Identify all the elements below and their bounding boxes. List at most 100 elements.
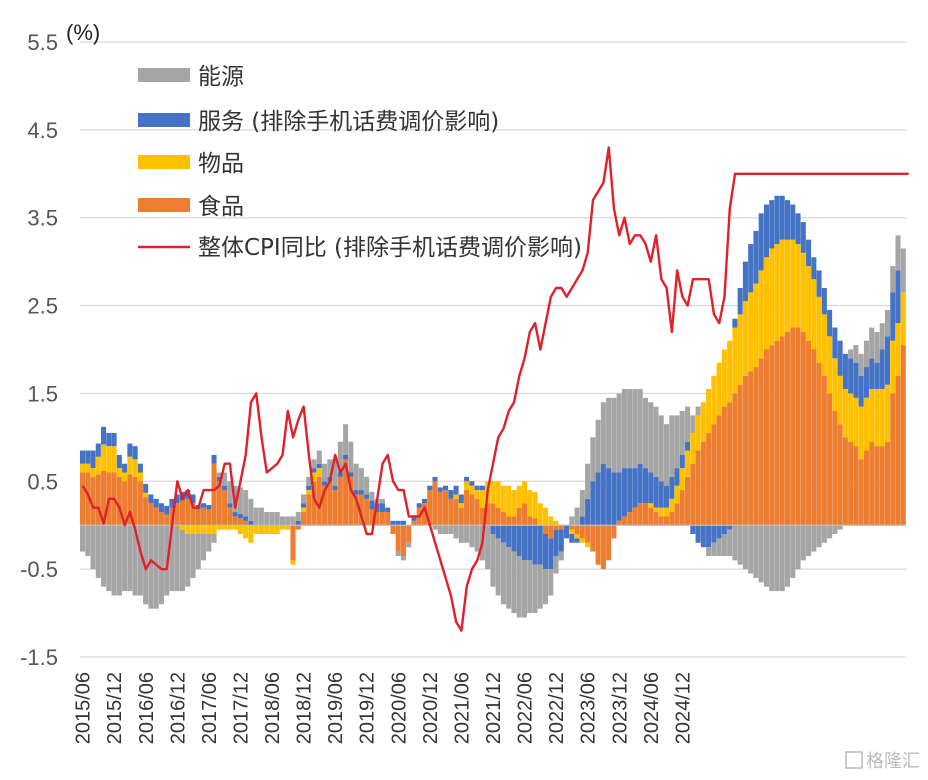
bar-energy [811, 525, 817, 552]
bar-food [369, 509, 375, 526]
bar-services [127, 443, 133, 457]
bar-goods [101, 444, 107, 471]
bar-energy [179, 529, 186, 592]
bar-services [748, 244, 754, 293]
bar-food [848, 441, 854, 526]
x-tick-label: 2023/12 [609, 672, 631, 744]
y-tick-label: -0.5 [20, 557, 58, 582]
bar-services [742, 261, 748, 302]
bar-services [832, 327, 838, 359]
bar-services [863, 367, 869, 398]
bar-services [348, 472, 354, 477]
bar-energy [579, 490, 585, 517]
bar-goods [116, 468, 122, 477]
bar-energy [80, 525, 86, 552]
bar-services [448, 490, 454, 499]
bar-energy [695, 406, 701, 416]
bar-energy [874, 331, 880, 363]
bar-energy [816, 525, 822, 548]
bar-energy [727, 529, 733, 556]
bar-goods [890, 340, 896, 394]
bar-services [421, 498, 428, 504]
x-tick-label: 2022/06 [515, 672, 537, 744]
bar-goods [863, 397, 869, 451]
bar-food [590, 525, 596, 552]
bar-goods [706, 389, 712, 433]
bar-energy [658, 415, 664, 482]
bar-goods [821, 314, 827, 376]
bar-energy [132, 525, 138, 596]
bar-energy [863, 340, 869, 368]
bar-energy [616, 393, 622, 473]
bar-goods [479, 490, 485, 508]
y-tick-label: 0.5 [27, 469, 58, 494]
bar-goods [711, 375, 717, 425]
bar-services [564, 525, 570, 539]
bar-energy [406, 542, 412, 548]
bar-energy [632, 389, 638, 469]
bar-services [774, 195, 780, 245]
bar-services [458, 494, 464, 504]
bar-energy [769, 525, 775, 592]
bar-food [227, 507, 233, 526]
bar-food [132, 476, 138, 526]
bar-energy [174, 525, 180, 592]
bar-goods [469, 485, 475, 495]
legend-swatch-energy [138, 68, 190, 82]
bar-energy [674, 415, 680, 469]
x-tick-label: 2024/06 [641, 672, 663, 744]
bar-goods [122, 472, 128, 482]
bar-services [306, 485, 312, 491]
bar-services [869, 358, 875, 390]
bar-goods [227, 525, 233, 530]
bar-food [406, 525, 412, 543]
bar-food [295, 525, 301, 530]
bar-energy [574, 507, 580, 526]
bar-goods [569, 529, 575, 534]
bar-energy [848, 349, 854, 359]
bar-food [243, 520, 249, 526]
bar-energy [306, 476, 312, 486]
bar-services [532, 525, 538, 565]
bar-goods [521, 481, 527, 504]
bar-food [574, 525, 580, 534]
bar-energy [469, 525, 475, 548]
bar-services [806, 239, 812, 267]
bar-services [416, 503, 422, 508]
bar-food [874, 446, 880, 526]
bar-energy [316, 450, 322, 464]
bar-services [663, 485, 670, 508]
bar-services [311, 468, 317, 473]
bar-goods [269, 525, 275, 534]
bar-goods [853, 397, 859, 447]
bar-energy [537, 564, 543, 609]
bar-energy [742, 525, 748, 570]
bar-energy [337, 441, 343, 473]
bar-food [116, 476, 122, 526]
bar-services [322, 481, 328, 486]
bar-services [332, 485, 338, 491]
bar-goods [127, 456, 133, 475]
bar-energy [332, 459, 338, 486]
bar-energy [779, 525, 785, 592]
bar-goods [779, 239, 785, 337]
bar-services [158, 503, 164, 513]
unit-label: (%) [66, 20, 100, 45]
bar-food [348, 476, 354, 526]
y-tick-label: -1.5 [20, 645, 58, 670]
bar-food [300, 512, 307, 526]
bar-goods [206, 525, 212, 534]
bar-services [658, 481, 664, 508]
bar-energy [90, 525, 96, 570]
bar-food [632, 507, 638, 526]
bar-services [890, 292, 896, 341]
bar-services [700, 525, 706, 548]
bar-food [337, 476, 343, 526]
bar-goods [185, 525, 191, 534]
bar-goods [900, 292, 906, 346]
bar-energy [806, 525, 812, 556]
x-tick-label: 2017/06 [199, 672, 221, 744]
bar-services [821, 288, 827, 315]
bar-energy [685, 406, 691, 442]
bar-energy [453, 525, 459, 539]
